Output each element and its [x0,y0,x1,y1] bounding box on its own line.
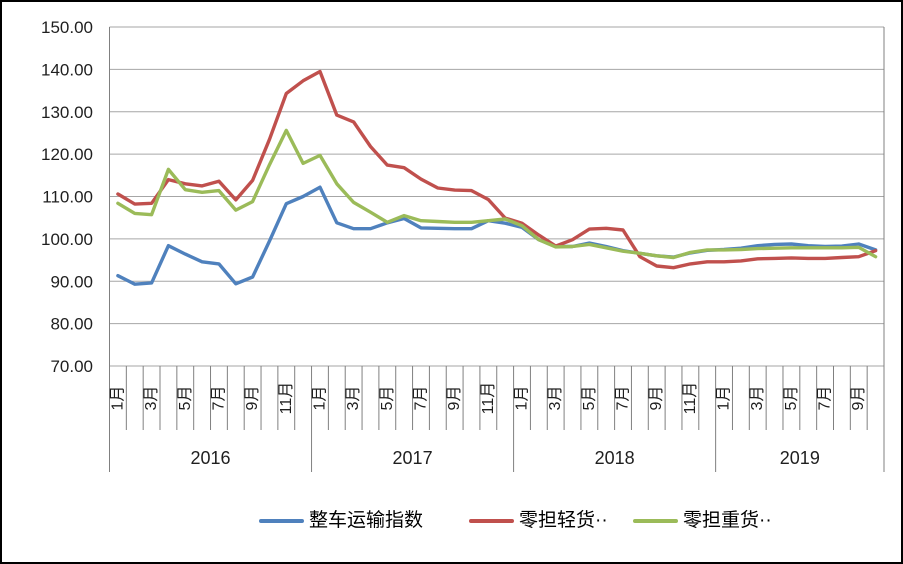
x-tick-label-month: 7月 [817,386,834,411]
y-tick-label: 70.00 [50,357,93,376]
y-tick-label: 80.00 [50,315,93,334]
series-line-ltl-light-cargo [116,69,878,270]
x-tick-label-month: 7月 [210,386,227,411]
x-tick-label-month: 3月 [143,386,160,411]
x-tick-label-month: 3月 [345,386,362,411]
x-tick-label-month: 11月 [682,382,699,415]
y-tick-label: 140.00 [41,60,93,79]
y-tick-label: 150.00 [41,18,93,37]
x-tick-label-month: 7月 [615,386,632,411]
series-line-ltl-heavy-cargo [116,128,878,260]
x-tick-label-month: 9月 [244,386,261,411]
y-tick-label: 110.00 [42,188,93,207]
x-tick-label-month: 3月 [547,386,564,411]
x-tick-label-month: 5月 [379,386,396,411]
x-tick-label-month: 5月 [783,386,800,411]
x-tick-label-month: 11月 [278,382,295,415]
y-tick-label: 100.00 [41,230,93,249]
x-tick-label-month: 1月 [716,386,733,411]
x-axis-year-label: 2019 [780,448,820,468]
x-tick-label-month: 1月 [514,386,531,411]
x-tick-label-month: 11月 [480,382,497,415]
x-axis-year-label: 2016 [190,448,230,468]
x-tick-label-month: 9月 [446,386,463,411]
x-tick-label-month: 1月 [311,386,328,411]
x-tick-label-month: 9月 [850,386,867,411]
x-axis-year-label: 2017 [393,448,433,468]
y-tick-label: 90.00 [50,272,93,291]
x-tick-label-month: 5月 [177,386,194,411]
x-tick-label-month: 1月 [109,386,126,411]
series-line-full-truckload-index [116,185,878,286]
x-tick-label-month: 3月 [749,386,766,411]
x-axis-year-label: 2018 [595,448,635,468]
y-tick-label: 120.00 [41,145,93,164]
x-tick-label-month: 7月 [412,386,429,411]
y-tick-label: 130.00 [41,103,93,122]
x-tick-label-month: 9月 [648,386,665,411]
x-tick-label-month: 5月 [581,386,598,411]
